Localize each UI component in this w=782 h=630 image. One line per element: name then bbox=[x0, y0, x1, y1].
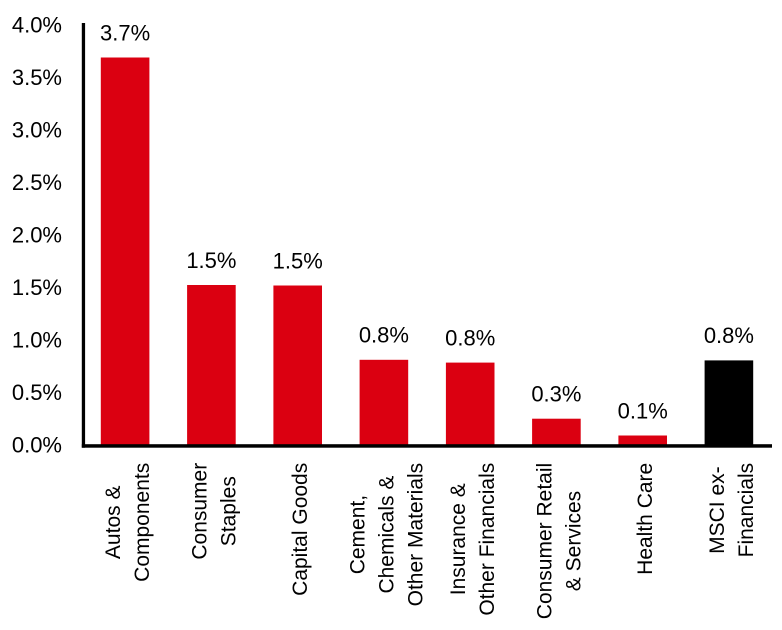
svg-text:Components: Components bbox=[131, 463, 154, 582]
svg-text:Insurance &: Insurance & bbox=[447, 483, 470, 595]
svg-text:1.5%: 1.5% bbox=[12, 275, 62, 300]
svg-text:4.0%: 4.0% bbox=[12, 13, 62, 38]
svg-text:MSCI ex-: MSCI ex- bbox=[706, 466, 729, 554]
svg-text:0.8%: 0.8% bbox=[445, 325, 495, 350]
svg-text:0.8%: 0.8% bbox=[359, 323, 409, 348]
svg-text:Chemicals &: Chemicals & bbox=[375, 476, 398, 594]
svg-text:& Services: & Services bbox=[562, 491, 585, 591]
svg-text:Capital Goods: Capital Goods bbox=[289, 463, 312, 596]
svg-text:Financials: Financials bbox=[735, 463, 758, 558]
svg-text:Consumer Retail: Consumer Retail bbox=[533, 463, 556, 619]
svg-text:0.8%: 0.8% bbox=[704, 323, 754, 348]
svg-text:2.0%: 2.0% bbox=[12, 223, 62, 248]
svg-text:3.7%: 3.7% bbox=[100, 20, 150, 45]
svg-text:1.5%: 1.5% bbox=[273, 248, 323, 273]
svg-text:Cement,: Cement, bbox=[346, 495, 369, 574]
svg-text:1.0%: 1.0% bbox=[12, 328, 62, 353]
svg-text:Consumer: Consumer bbox=[188, 463, 211, 560]
svg-text:0.1%: 0.1% bbox=[618, 398, 668, 423]
svg-text:3.0%: 3.0% bbox=[12, 118, 62, 143]
svg-text:0.0%: 0.0% bbox=[12, 433, 62, 458]
svg-text:Staples: Staples bbox=[218, 476, 241, 546]
svg-text:0.5%: 0.5% bbox=[12, 380, 62, 405]
svg-text:Health Care: Health Care bbox=[634, 463, 657, 575]
svg-text:3.5%: 3.5% bbox=[12, 65, 62, 90]
svg-text:Autos &: Autos & bbox=[102, 486, 125, 560]
svg-text:2.5%: 2.5% bbox=[12, 170, 62, 195]
svg-text:Other Financials: Other Financials bbox=[476, 463, 499, 616]
svg-text:Other Materials: Other Materials bbox=[405, 463, 428, 607]
svg-text:0.3%: 0.3% bbox=[531, 382, 581, 407]
svg-text:1.5%: 1.5% bbox=[186, 248, 236, 273]
